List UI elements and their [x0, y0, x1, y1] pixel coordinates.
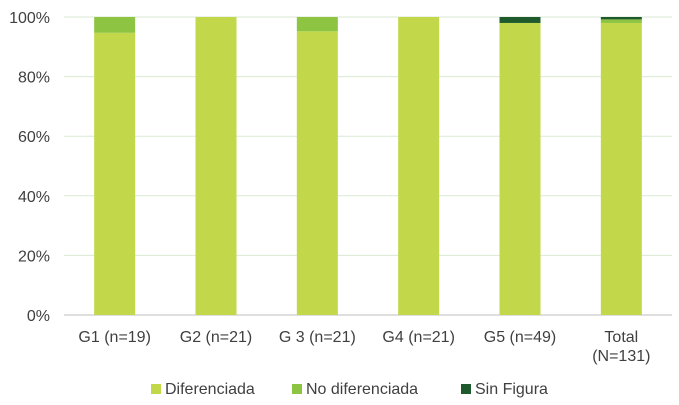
bar-segment — [94, 32, 136, 315]
x-tick-label: G1 (n=19) — [78, 329, 150, 346]
x-tick-label: G4 (n=21) — [382, 329, 454, 346]
bar-segment — [600, 19, 642, 23]
legend-label: Sin Figura — [475, 381, 548, 398]
y-tick-label: 60% — [18, 129, 50, 146]
bar-segment — [600, 22, 642, 316]
legend-swatch — [151, 384, 161, 394]
x-tick-label: G5 (n=49) — [484, 329, 556, 346]
bar-segment — [94, 17, 136, 33]
bar-segment — [398, 17, 440, 315]
y-tick-label: 80% — [18, 70, 50, 87]
x-tick-label: G2 (n=21) — [180, 329, 252, 346]
legend-swatch — [292, 384, 302, 394]
bar-segment — [296, 17, 338, 32]
y-tick-label: 20% — [18, 248, 50, 265]
bar-segment — [296, 31, 338, 316]
x-tick-label: Total — [604, 329, 638, 346]
bar-segment — [499, 22, 541, 316]
y-tick-label: 0% — [27, 308, 50, 325]
legend-swatch — [461, 384, 471, 394]
x-tick-label: G 3 (n=21) — [279, 329, 356, 346]
legend-label: No diferenciada — [306, 381, 418, 398]
bar-segment — [600, 17, 642, 20]
bar-segment — [195, 17, 237, 315]
y-tick-label: 100% — [9, 10, 50, 27]
bar-segment — [499, 17, 541, 23]
y-tick-label: 40% — [18, 189, 50, 206]
legend-label: Diferenciada — [165, 381, 255, 398]
x-tick-label: (N=131) — [592, 348, 650, 365]
